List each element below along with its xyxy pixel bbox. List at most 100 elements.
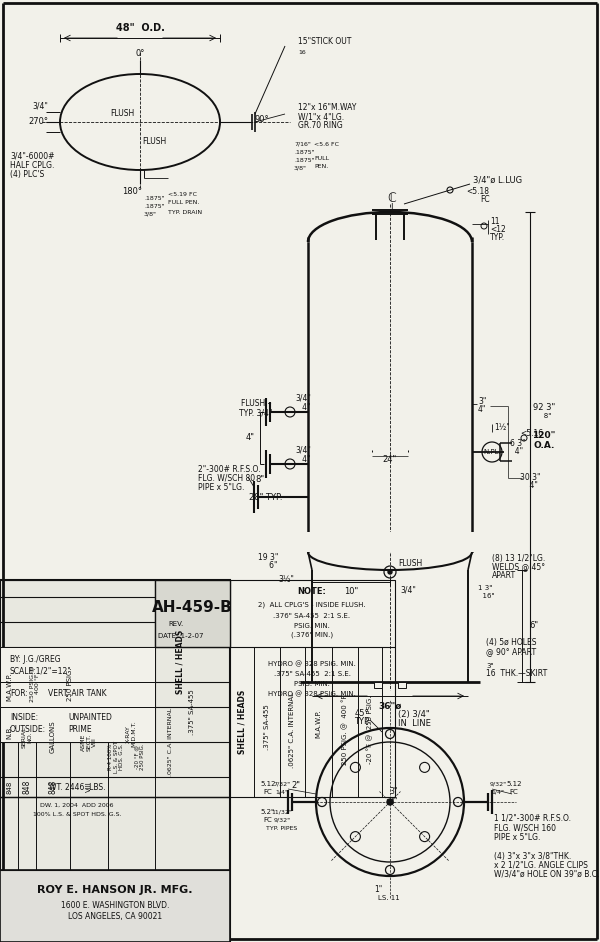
Text: SHELL / HEADS: SHELL / HEADS bbox=[176, 630, 185, 694]
Text: 6": 6" bbox=[263, 561, 278, 571]
Text: PIPE x 5"LG.: PIPE x 5"LG. bbox=[198, 482, 244, 492]
Text: 45°: 45° bbox=[355, 709, 370, 719]
Text: 11: 11 bbox=[490, 218, 499, 226]
Text: 1": 1" bbox=[374, 885, 382, 895]
Text: TYP.: TYP. bbox=[354, 718, 370, 726]
Text: .376" SA-455  2:1 S.E.: .376" SA-455 2:1 S.E. bbox=[274, 613, 350, 619]
Bar bbox=[398, 682, 406, 688]
Text: 90°: 90° bbox=[254, 115, 269, 123]
Text: 5.12: 5.12 bbox=[506, 781, 522, 787]
Text: PEN.: PEN. bbox=[314, 164, 328, 169]
Text: 1 3": 1 3" bbox=[478, 585, 493, 591]
Text: HYDRO @ 328 PSIG. MIN.: HYDRO @ 328 PSIG. MIN. bbox=[268, 660, 356, 667]
Text: 2)  ALL CPLG'S - INSIDE FLUSH.: 2) ALL CPLG'S - INSIDE FLUSH. bbox=[258, 602, 366, 609]
Text: FLUSH: FLUSH bbox=[142, 138, 166, 147]
Text: 8": 8" bbox=[537, 413, 551, 419]
Text: @ 90° APART: @ 90° APART bbox=[486, 647, 536, 657]
Text: REV.: REV. bbox=[168, 621, 183, 627]
Text: AH-459-B: AH-459-B bbox=[152, 599, 232, 614]
Text: 4": 4" bbox=[478, 405, 487, 414]
Text: SERIAL
NO.: SERIAL NO. bbox=[22, 726, 32, 748]
Text: 48"  O.D.: 48" O.D. bbox=[116, 23, 164, 33]
Text: 4": 4" bbox=[295, 454, 311, 463]
Text: 250 PSIG.: 250 PSIG. bbox=[67, 667, 73, 701]
Text: 24": 24" bbox=[383, 456, 397, 464]
Text: (2) 3/4": (2) 3/4" bbox=[398, 709, 430, 719]
Text: <5.6 FC: <5.6 FC bbox=[314, 141, 339, 147]
Text: .0625" C.A. INTERNAL: .0625" C.A. INTERNAL bbox=[167, 707, 173, 776]
Bar bbox=[0, 647, 155, 682]
Text: 4": 4" bbox=[245, 433, 254, 443]
Text: 3/8": 3/8" bbox=[144, 212, 157, 217]
Text: 3/8": 3/8" bbox=[294, 166, 307, 171]
Text: WT. 2446  LBS.: WT. 2446 LBS. bbox=[49, 783, 105, 791]
Text: N.B.: N.B. bbox=[6, 724, 12, 739]
Text: SHELL / HEADS: SHELL / HEADS bbox=[238, 690, 247, 755]
Text: FULL PEN.: FULL PEN. bbox=[168, 201, 199, 205]
Text: .1875": .1875" bbox=[294, 150, 314, 154]
Text: TYP. DRAIN: TYP. DRAIN bbox=[168, 209, 202, 215]
Text: 5.12: 5.12 bbox=[260, 781, 276, 787]
Text: TYP. PIPES: TYP. PIPES bbox=[266, 825, 298, 831]
Bar bbox=[0, 870, 230, 942]
Text: 3/4"-6000#: 3/4"-6000# bbox=[10, 152, 55, 160]
Bar bbox=[230, 580, 395, 797]
Text: .1875": .1875" bbox=[144, 196, 164, 201]
Text: FULL: FULL bbox=[314, 155, 329, 160]
Text: 16  THK.—SKIRT: 16 THK.—SKIRT bbox=[486, 670, 547, 678]
Bar bbox=[306, 532, 474, 552]
Circle shape bbox=[387, 799, 393, 805]
Text: FC: FC bbox=[263, 817, 272, 823]
Text: 8": 8" bbox=[256, 475, 265, 483]
Text: .1875": .1875" bbox=[294, 157, 314, 163]
Text: PSIG. MIN.: PSIG. MIN. bbox=[294, 681, 330, 687]
Text: N.PL.: N.PL. bbox=[483, 449, 501, 455]
Text: .1875": .1875" bbox=[144, 203, 164, 208]
Text: <12: <12 bbox=[490, 225, 506, 235]
Text: 250 PSIG.@
400 °F: 250 PSIG.@ 400 °F bbox=[29, 666, 40, 702]
Text: <5.16: <5.16 bbox=[520, 430, 544, 438]
Text: DATE: 1-2-07: DATE: 1-2-07 bbox=[158, 633, 203, 639]
Text: M.A.W.P.: M.A.W.P. bbox=[315, 709, 321, 739]
Text: x 2 1/2"LG. ANGLE CLIPS: x 2 1/2"LG. ANGLE CLIPS bbox=[494, 860, 588, 869]
Text: LS. 11: LS. 11 bbox=[378, 895, 400, 901]
Text: 270°: 270° bbox=[28, 118, 48, 126]
Text: .0625" C.A. INTERNAL: .0625" C.A. INTERNAL bbox=[289, 692, 295, 768]
Text: 1½": 1½" bbox=[494, 423, 510, 431]
Text: FC: FC bbox=[509, 789, 518, 795]
Text: OUTSIDE:: OUTSIDE: bbox=[10, 725, 46, 735]
Text: PRIME: PRIME bbox=[68, 725, 92, 735]
Text: 3": 3" bbox=[390, 788, 398, 797]
Text: 16": 16" bbox=[478, 593, 494, 599]
Text: 848: 848 bbox=[49, 780, 58, 794]
Text: DW. 1, 2004  ADD 2006: DW. 1, 2004 ADD 2006 bbox=[40, 803, 114, 807]
Text: 5.2": 5.2" bbox=[261, 809, 275, 815]
Text: 120": 120" bbox=[532, 430, 556, 440]
Text: WELDS @ 45°: WELDS @ 45° bbox=[492, 562, 545, 572]
Text: NOTE:: NOTE: bbox=[298, 588, 326, 596]
Text: FOR:: FOR: bbox=[10, 689, 28, 697]
Text: 10": 10" bbox=[344, 588, 358, 596]
Text: 3": 3" bbox=[478, 398, 487, 407]
Text: 92 3": 92 3" bbox=[533, 402, 555, 412]
Text: HALF CPLG.: HALF CPLG. bbox=[10, 160, 55, 170]
Text: 3/4": 3/4" bbox=[295, 446, 311, 454]
Text: .375" SA-455: .375" SA-455 bbox=[189, 690, 195, 735]
Text: 3": 3" bbox=[486, 663, 494, 669]
Text: 3/4": 3/4" bbox=[400, 586, 416, 594]
Text: W/3/4"ø HOLE ON 39"ø B.C.: W/3/4"ø HOLE ON 39"ø B.C. bbox=[494, 869, 599, 879]
Text: 7/16": 7/16" bbox=[294, 141, 311, 147]
Text: 15"STICK OUT: 15"STICK OUT bbox=[298, 38, 352, 46]
Bar bbox=[155, 580, 230, 647]
Text: 2"-300# R.F.S.O.: 2"-300# R.F.S.O. bbox=[198, 464, 260, 474]
Text: SCALE:1/2"=12": SCALE:1/2"=12" bbox=[10, 667, 72, 675]
Text: PSIG. MIN.: PSIG. MIN. bbox=[294, 623, 330, 629]
Text: 9/32": 9/32" bbox=[490, 782, 506, 787]
Text: 11/32": 11/32" bbox=[272, 809, 292, 815]
Text: 4": 4" bbox=[295, 402, 311, 412]
Text: 1600 E. WASHINGTON BLVD.: 1600 E. WASHINGTON BLVD. bbox=[61, 901, 169, 909]
Bar bbox=[0, 682, 155, 707]
Text: 3/4"ø L.LUG: 3/4"ø L.LUG bbox=[473, 175, 523, 185]
Text: 19 3": 19 3" bbox=[257, 553, 278, 561]
Text: 4": 4" bbox=[390, 797, 398, 805]
